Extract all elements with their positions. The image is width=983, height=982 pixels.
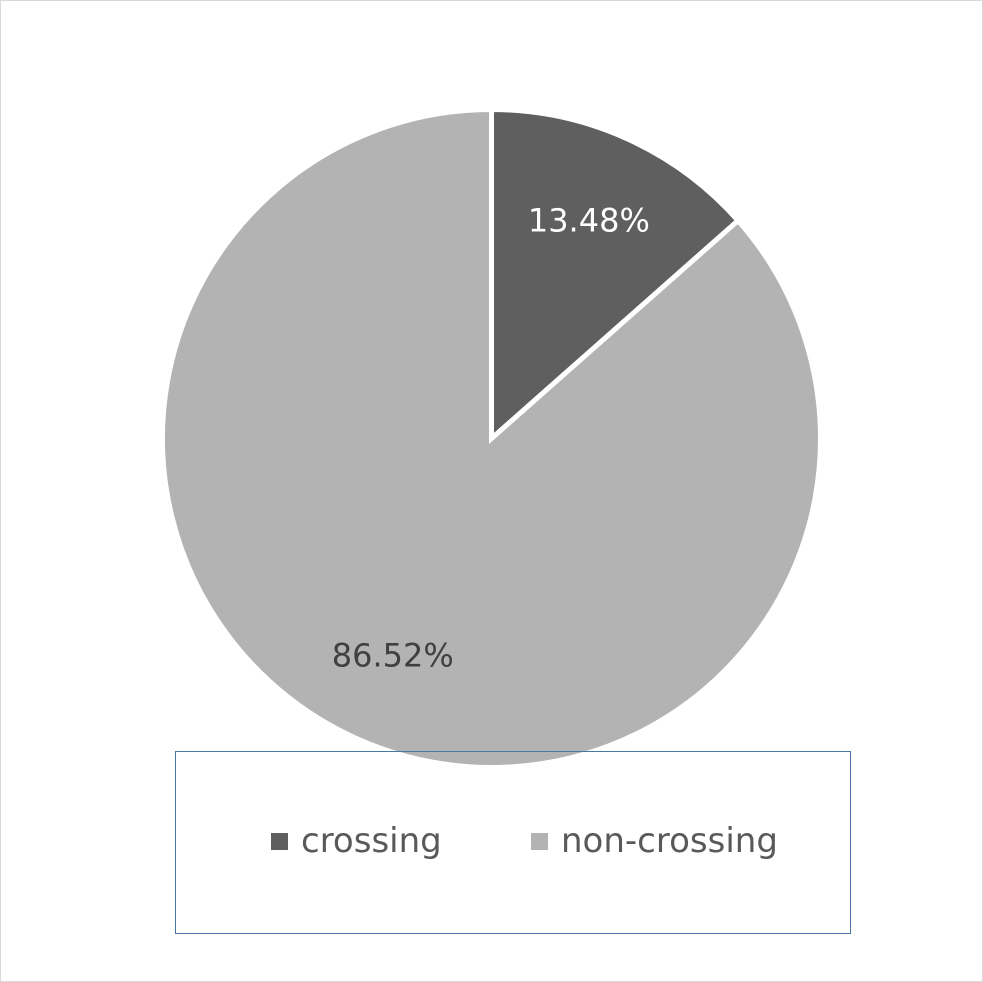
legend-item-crossing: crossing xyxy=(271,821,442,861)
pie-slices xyxy=(160,106,823,770)
legend-label-non-crossing: non-crossing xyxy=(561,821,778,861)
legend-swatch-crossing xyxy=(271,832,288,850)
legend xyxy=(175,751,851,934)
legend-label-crossing: crossing xyxy=(301,821,442,861)
pie-slice-labels: 13.48% 86.52% xyxy=(332,202,650,675)
slice-label-crossing: 13.48% xyxy=(528,202,650,240)
legend-swatch-non-crossing xyxy=(531,832,548,850)
legend-item-non-crossing: non-crossing xyxy=(531,821,778,861)
pie-slice-non-crossing xyxy=(160,106,823,770)
slice-label-non-crossing: 86.52% xyxy=(332,636,454,674)
pie-slice-crossing xyxy=(489,106,742,445)
